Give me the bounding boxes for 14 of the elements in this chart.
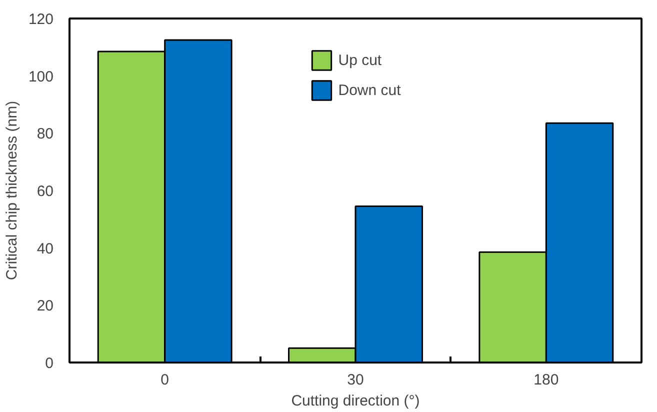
x-axis-title: Cutting direction (°) (291, 392, 420, 410)
y-tick-label: 120 (28, 11, 54, 28)
y-tick-label: 60 (36, 183, 54, 200)
y-tick-label: 40 (36, 240, 54, 258)
x-tick-label: 0 (160, 372, 170, 388)
legend-label: Down cut (338, 82, 401, 98)
x-tick-label: 180 (534, 372, 559, 388)
y-axis-title: Critical chip thickness (nm) (3, 100, 20, 280)
x-tick-label: 30 (347, 372, 364, 388)
y-tick-label: 20 (36, 298, 54, 315)
y-tick-label: 80 (36, 126, 54, 143)
y-tick-label: 100 (28, 68, 54, 86)
y-tick-label: 0 (45, 355, 54, 372)
legend-label: Up cut (338, 52, 382, 68)
